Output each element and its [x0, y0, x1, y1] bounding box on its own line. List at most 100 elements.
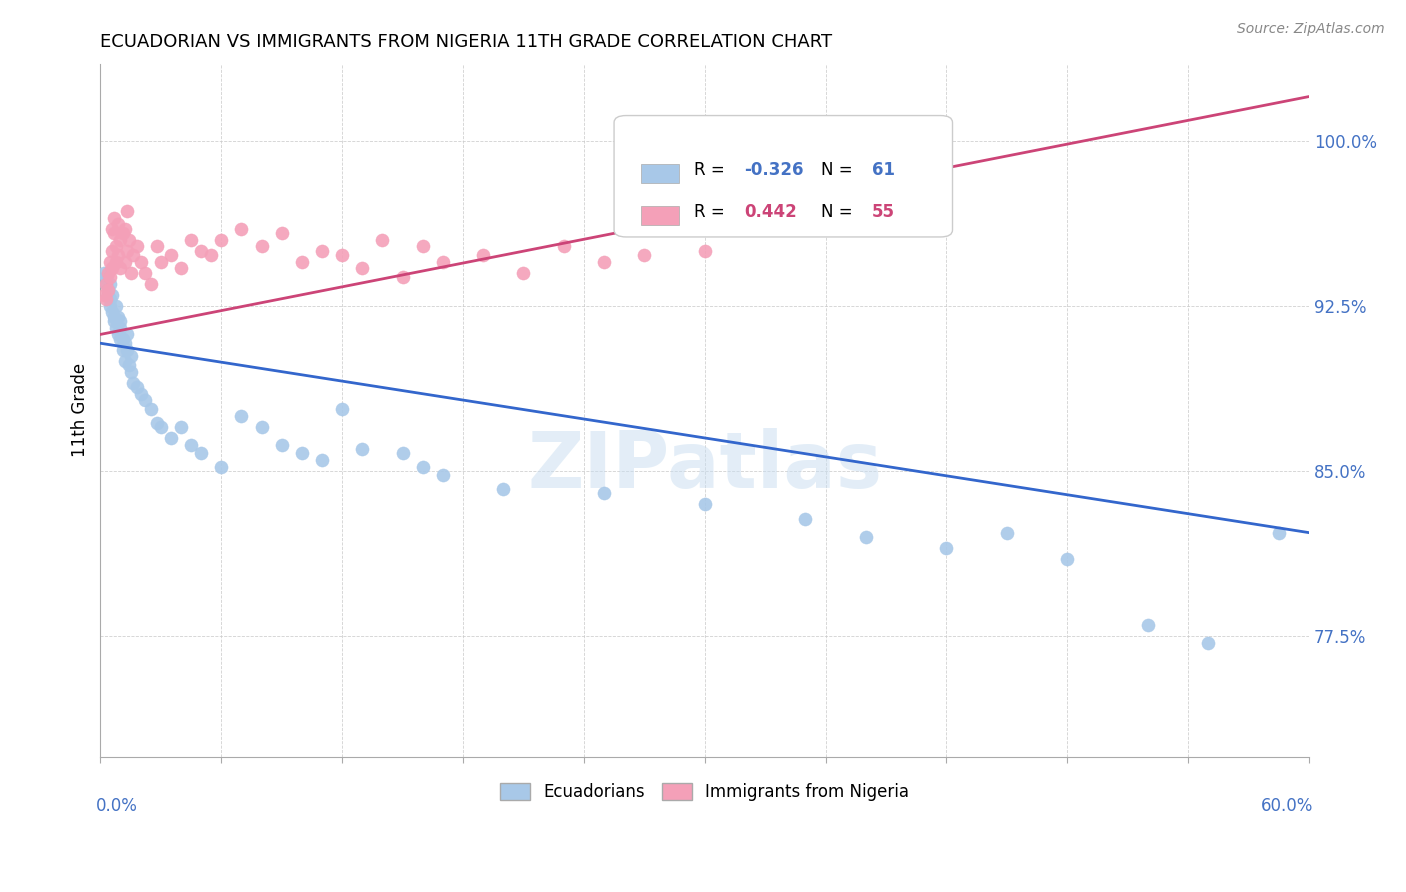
Point	[120, 365, 142, 379]
Point	[593, 254, 616, 268]
Point	[149, 420, 172, 434]
Point	[93, 266, 115, 280]
Point	[190, 244, 212, 258]
Point	[97, 266, 120, 280]
Point	[352, 261, 374, 276]
Point	[105, 239, 128, 253]
Point	[129, 387, 152, 401]
Point	[93, 287, 115, 301]
Point	[270, 437, 292, 451]
Text: 61: 61	[872, 161, 894, 179]
Point	[115, 244, 138, 258]
Point	[107, 217, 129, 231]
Point	[114, 336, 136, 351]
Text: N =: N =	[821, 203, 858, 221]
Point	[160, 431, 183, 445]
Text: R =: R =	[693, 203, 730, 221]
Point	[96, 277, 118, 291]
Point	[139, 402, 162, 417]
Point	[149, 254, 172, 268]
Point	[391, 270, 413, 285]
Point	[231, 221, 253, 235]
Point	[105, 321, 128, 335]
Point	[101, 287, 124, 301]
Point	[693, 497, 716, 511]
Point	[114, 254, 136, 268]
Point	[115, 343, 138, 357]
Point	[995, 525, 1018, 540]
FancyBboxPatch shape	[641, 164, 679, 183]
Point	[180, 437, 202, 451]
Point	[100, 292, 122, 306]
Point	[107, 327, 129, 342]
Text: R =: R =	[693, 161, 730, 179]
Text: ECUADORIAN VS IMMIGRANTS FROM NIGERIA 11TH GRADE CORRELATION CHART: ECUADORIAN VS IMMIGRANTS FROM NIGERIA 11…	[100, 33, 832, 51]
Text: 0.0%: 0.0%	[97, 797, 138, 815]
Point	[412, 239, 434, 253]
Point	[209, 233, 232, 247]
Point	[170, 261, 193, 276]
Point	[115, 327, 138, 342]
FancyBboxPatch shape	[614, 116, 952, 237]
Point	[105, 299, 128, 313]
Point	[472, 248, 495, 262]
Point	[115, 204, 138, 219]
Point	[160, 248, 183, 262]
Point	[101, 261, 124, 276]
Point	[432, 254, 454, 268]
Point	[432, 468, 454, 483]
Point	[114, 221, 136, 235]
Point	[855, 530, 877, 544]
Point	[103, 226, 125, 240]
Point	[693, 244, 716, 258]
Point	[1268, 525, 1291, 540]
Point	[110, 321, 132, 335]
Text: ZIPatlas: ZIPatlas	[527, 428, 882, 504]
Point	[190, 446, 212, 460]
Text: -0.326: -0.326	[745, 161, 804, 179]
Point	[231, 409, 253, 423]
Point	[117, 233, 139, 247]
Legend: Ecuadorians, Immigrants from Nigeria: Ecuadorians, Immigrants from Nigeria	[494, 776, 915, 808]
Point	[120, 266, 142, 280]
Point	[180, 233, 202, 247]
Point	[553, 239, 575, 253]
Point	[114, 354, 136, 368]
Point	[291, 254, 314, 268]
Point	[101, 305, 124, 319]
Text: 0.442: 0.442	[745, 203, 797, 221]
Point	[100, 254, 122, 268]
Point	[270, 226, 292, 240]
Point	[111, 332, 134, 346]
Point	[412, 459, 434, 474]
Y-axis label: 11th Grade: 11th Grade	[72, 363, 89, 458]
Point	[134, 266, 156, 280]
Point	[121, 376, 143, 390]
Point	[107, 248, 129, 262]
Point	[145, 239, 167, 253]
Point	[100, 270, 122, 285]
Point	[97, 284, 120, 298]
Text: 60.0%: 60.0%	[1261, 797, 1313, 815]
Point	[145, 416, 167, 430]
Point	[103, 314, 125, 328]
Point	[330, 402, 353, 417]
Point	[170, 420, 193, 434]
Point	[512, 266, 534, 280]
Point	[593, 486, 616, 500]
Point	[134, 393, 156, 408]
Point	[101, 244, 124, 258]
Point	[291, 446, 314, 460]
Point	[110, 261, 132, 276]
Point	[633, 248, 655, 262]
Point	[96, 270, 118, 285]
Point	[103, 211, 125, 225]
Point	[794, 512, 817, 526]
Point	[107, 310, 129, 324]
Point	[250, 239, 273, 253]
Point	[371, 233, 394, 247]
Point	[100, 299, 122, 313]
Point	[105, 254, 128, 268]
Point	[139, 277, 162, 291]
Text: 55: 55	[872, 203, 894, 221]
